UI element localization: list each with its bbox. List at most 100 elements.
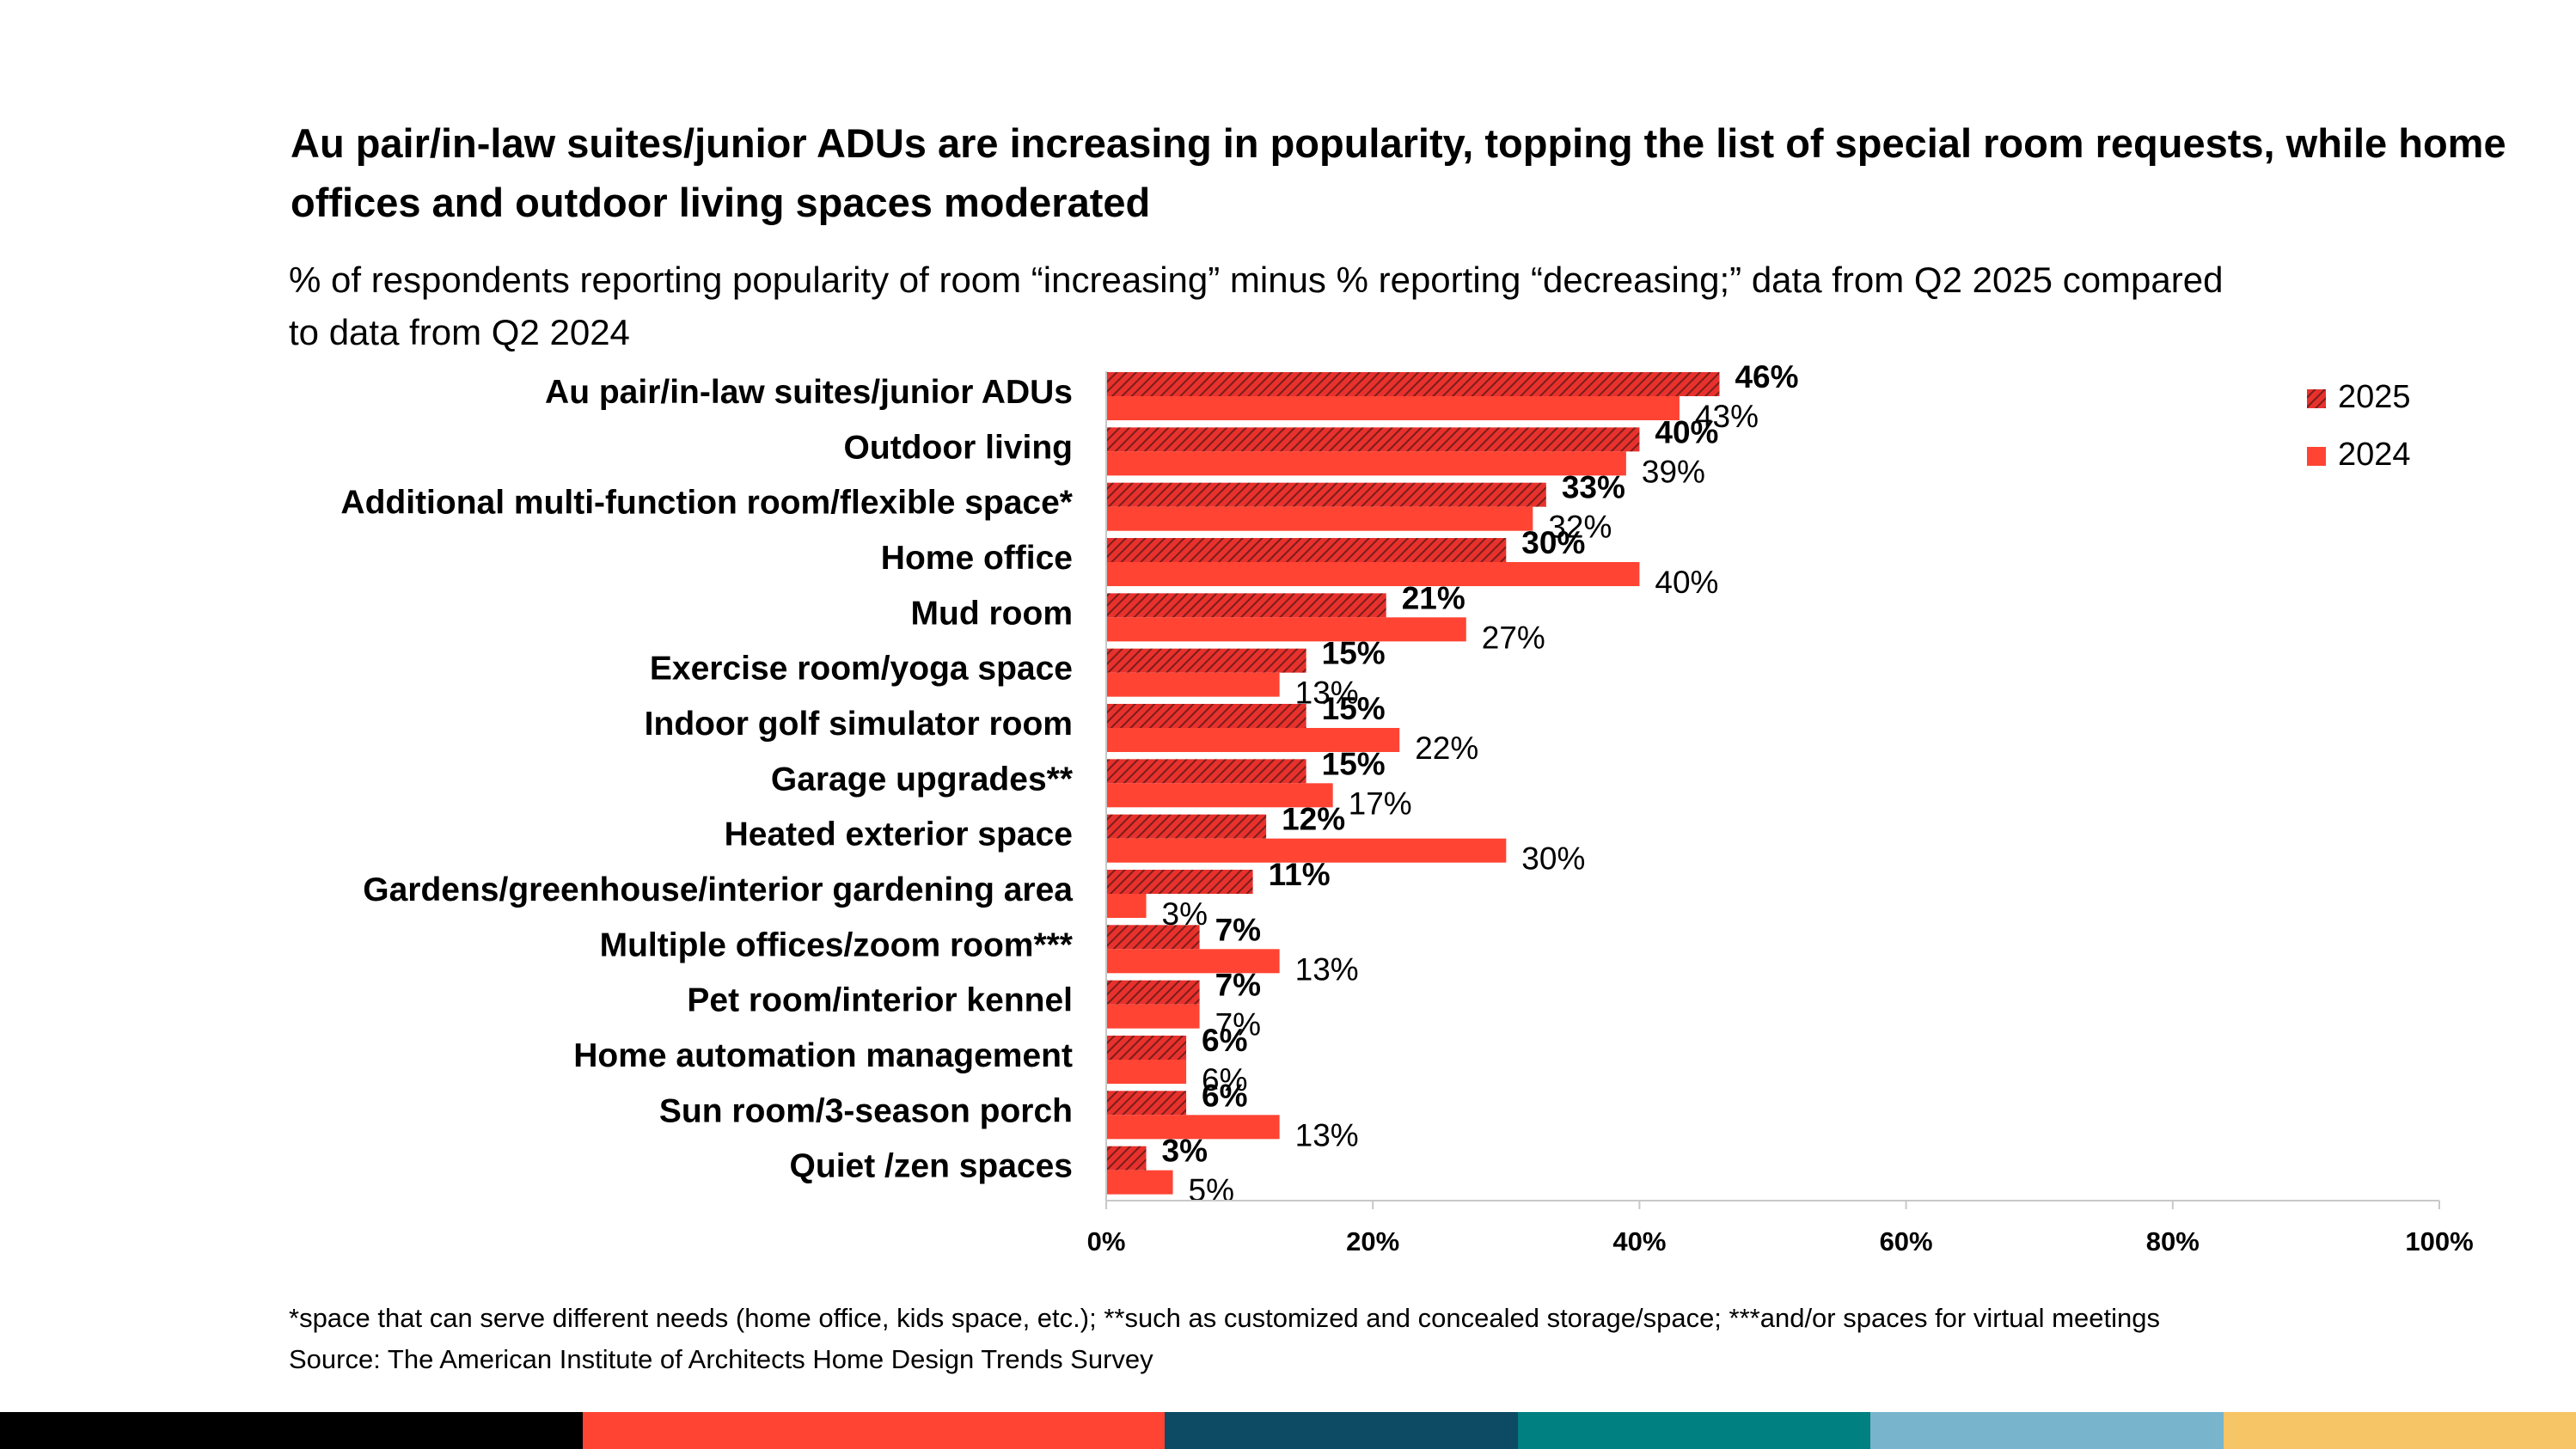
bar-2025-6 [1106,704,1306,728]
value-label-2025-5: 15% [1322,636,1386,671]
bar-2024-13 [1106,1115,1280,1140]
bar-2025-8 [1106,814,1267,839]
value-label-2025-0: 46% [1735,359,1798,394]
band-segment-red [583,1412,1165,1449]
bar-2024-10 [1106,949,1280,974]
bar-2025-1 [1106,427,1640,452]
x-tick-label-2: 40% [1612,1226,1666,1256]
bar-2025-5 [1106,648,1306,673]
category-label-2: Additional multi-function room/flexible … [340,485,1073,522]
bar-2025-4 [1106,593,1386,618]
category-label-0: Au pair/in-law suites/junior ADUs [545,374,1073,411]
bar-2024-11 [1106,1004,1200,1029]
bar-2024-12 [1106,1060,1187,1084]
value-label-2024-11: 7% [1215,1007,1261,1042]
bar-2024-5 [1106,672,1280,697]
bar-2025-3 [1106,538,1507,562]
bar-2025-13 [1106,1091,1187,1116]
category-label-1: Outdoor living [844,429,1073,466]
x-axis: 0% 20% 40% 60% 80% 100% [1087,371,2474,1256]
category-label-12: Home automation management [573,1037,1073,1074]
bar-2025-14 [1106,1146,1147,1171]
x-tick-label-0: 0% [1087,1226,1126,1256]
value-label-2024-0: 43% [1695,399,1759,434]
category-label-3: Home office [881,540,1073,577]
bar-2024-4 [1106,617,1466,642]
value-label-2025-10: 7% [1215,912,1261,947]
value-label-2024-12: 6% [1202,1062,1247,1097]
bar-2025-9 [1106,870,1253,894]
value-label-2024-14: 5% [1189,1173,1234,1208]
bar-2024-14 [1106,1170,1173,1195]
value-label-2025-2: 33% [1562,470,1625,505]
category-label-6: Indoor golf simulator room [645,706,1073,743]
x-tick-label-4: 80% [2146,1226,2200,1256]
value-label-2025-14: 3% [1162,1134,1208,1169]
value-label-2025-1: 40% [1655,414,1718,449]
bar-2025-7 [1106,759,1306,784]
value-label-2025-3: 30% [1521,525,1585,560]
value-label-2024-5: 13% [1295,676,1359,711]
value-label-2024-4: 27% [1482,620,1545,655]
x-tick-label-5: 100% [2405,1226,2473,1256]
category-label-4: Mud room [911,595,1073,632]
band-segment-yellow [2224,1412,2576,1449]
category-label-8: Heated exterior space [725,816,1073,853]
value-label-2024-3: 40% [1655,565,1718,600]
value-labels-group: 46%43%40%39%33%32%30%40%21%27%15%13%15%2… [1162,359,1799,1208]
bar-2025-10 [1106,925,1200,950]
bar-2024-9 [1106,894,1147,918]
value-label-2025-4: 21% [1402,580,1465,615]
chart-subtitle: % of respondents reporting popularity of… [289,260,2224,352]
bar-2024-1 [1106,451,1626,476]
legend-swatch-2025 [2307,389,2326,408]
x-tick-label-3: 60% [1880,1226,1933,1256]
category-label-10: Multiple offices/zoom room*** [600,926,1074,963]
bar-2025-12 [1106,1036,1187,1060]
bars-group [1106,372,1720,1195]
value-label-2024-13: 13% [1295,1117,1359,1152]
bottom-color-band [0,1412,2576,1449]
category-label-5: Exercise room/yoga space [650,651,1073,688]
bar-2024-0 [1106,396,1680,420]
category-label-9: Gardens/greenhouse/interior gardening ar… [363,871,1073,908]
value-label-2024-9: 3% [1162,896,1208,932]
chart-title: Au pair/in-law suites/junior ADUs are in… [291,120,2506,225]
x-tick-label-1: 20% [1346,1226,1399,1256]
value-label-2024-10: 13% [1295,951,1359,987]
value-label-2025-11: 7% [1215,968,1261,1003]
category-label-13: Sun room/3-season porch [659,1092,1073,1129]
bar-2024-7 [1106,783,1333,808]
value-label-2025-13: 6% [1202,1078,1247,1113]
legend-label-2024: 2024 [2338,437,2411,473]
value-label-2025-6: 15% [1322,691,1386,726]
bar-2025-11 [1106,980,1200,1005]
value-label-2025-12: 6% [1202,1023,1247,1058]
legend-label-2025: 2025 [2338,379,2411,415]
legend-swatch-2024 [2307,447,2326,466]
category-labels-group: Au pair/in-law suites/junior ADUs Outdoor… [340,374,1073,1185]
bar-2025-2 [1106,482,1546,507]
value-label-2024-8: 30% [1521,841,1585,877]
category-label-11: Pet room/interior kennel [687,982,1073,1019]
bar-2025-0 [1106,372,1720,396]
category-label-14: Quiet /zen spaces [790,1148,1073,1185]
band-segment-navy [1165,1412,1518,1449]
bar-2024-8 [1106,838,1507,863]
source-note: Source: The American Institute of Archit… [289,1344,1153,1374]
band-segment-light-blue [1870,1412,2224,1449]
bar-2024-3 [1106,562,1640,586]
value-label-2025-8: 12% [1282,802,1345,837]
legend: 2025 2024 [2307,379,2411,473]
band-segment-black [0,1412,583,1449]
value-label-2025-9: 11% [1269,857,1331,892]
bar-2024-2 [1106,506,1533,531]
value-label-2024-2: 32% [1548,510,1612,545]
value-label-2024-6: 22% [1415,731,1478,766]
value-label-2025-7: 15% [1322,746,1386,781]
value-label-2024-7: 17% [1349,786,1412,821]
footnote: *space that can serve different needs (h… [289,1303,2160,1333]
category-label-7: Garage upgrades** [771,761,1074,798]
value-label-2024-1: 39% [1642,454,1705,489]
